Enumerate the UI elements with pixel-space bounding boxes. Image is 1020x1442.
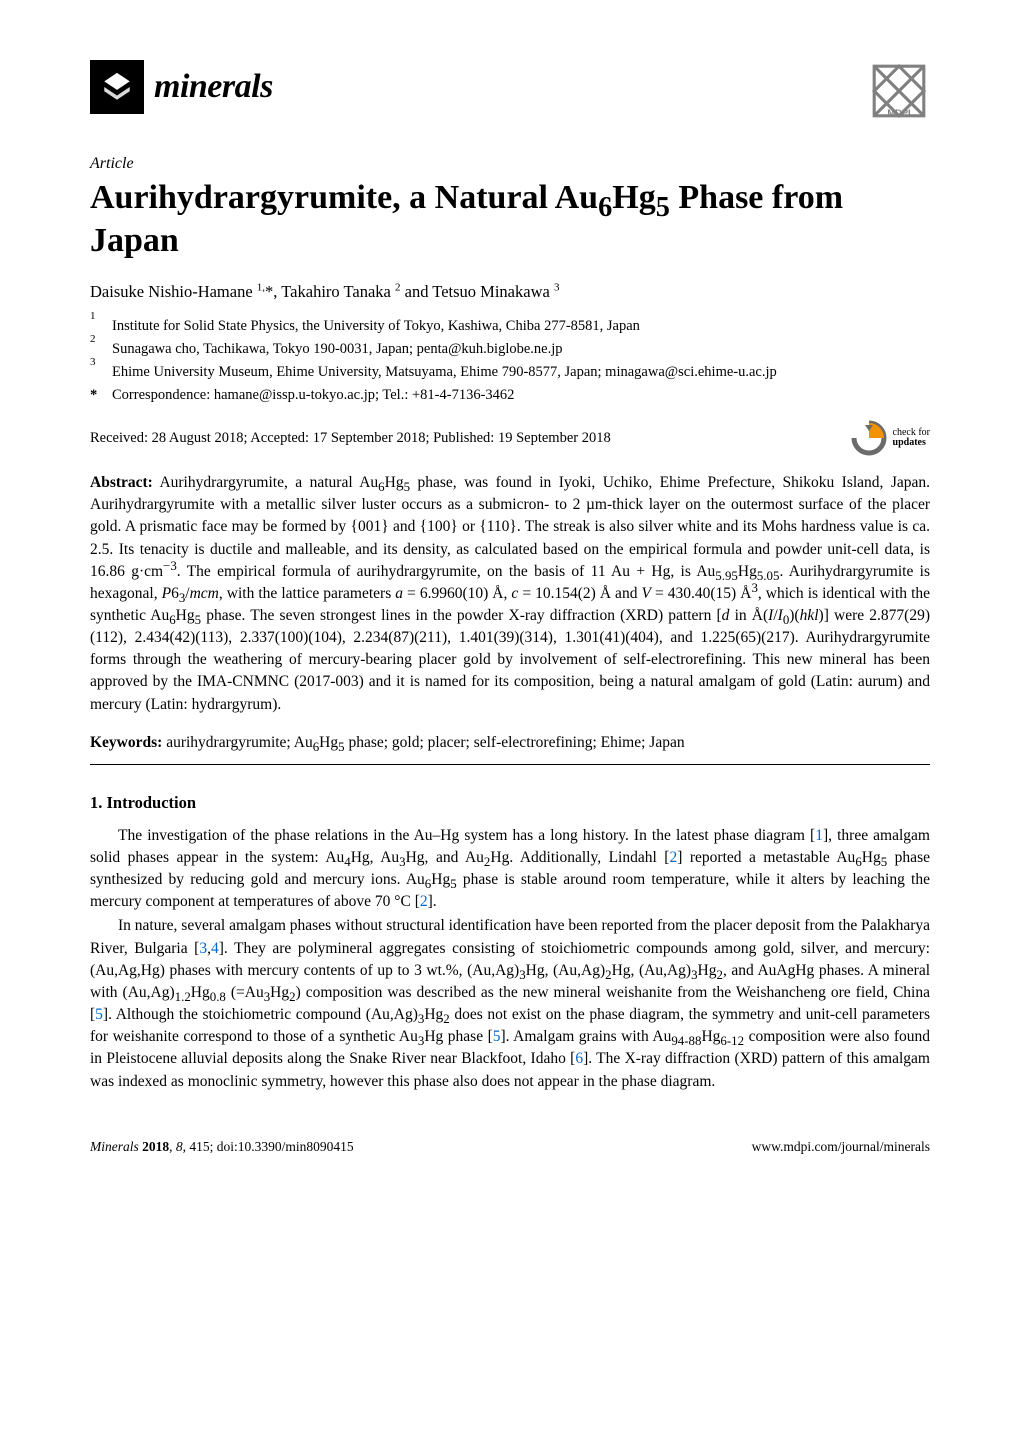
abstract: Abstract: Aurihydrargyrumite, a natural … [90, 472, 930, 716]
page-footer: Minerals 2018, 8, 415; doi:10.3390/min80… [90, 1139, 930, 1155]
footer-left: Minerals 2018, 8, 415; doi:10.3390/min80… [90, 1139, 354, 1155]
keywords-label: Keywords: [90, 734, 162, 751]
keywords: Keywords: aurihydrargyrumite; Au6Hg5 pha… [90, 734, 930, 752]
body-paragraph: In nature, several amalgam phases withou… [90, 915, 930, 1092]
journal-logo-block: minerals [90, 60, 273, 114]
check-for-updates-link[interactable]: check for updates [851, 420, 930, 456]
affiliation-item: 2 Sunagawa cho, Tachikawa, Tokyo 190-003… [112, 339, 930, 360]
affil-text: Sunagawa cho, Tachikawa, Tokyo 190-0031,… [112, 341, 563, 357]
svg-text:MDPI: MDPI [887, 108, 910, 118]
divider [90, 764, 930, 765]
abstract-body: Aurihydrargyrumite, a natural Au6Hg5 pha… [90, 474, 930, 713]
dates-row: Received: 28 August 2018; Accepted: 17 S… [90, 420, 930, 456]
journal-name: minerals [154, 68, 273, 106]
article-type-label: Article [90, 155, 930, 173]
authors-line: Daisuke Nishio-Hamane 1,*, Takahiro Tana… [90, 282, 930, 302]
mdpi-logo-icon: MDPI [868, 60, 930, 127]
dates-text: Received: 28 August 2018; Accepted: 17 S… [90, 430, 611, 447]
corr-marker: * [90, 385, 97, 406]
section-heading: 1. Introduction [90, 793, 930, 813]
affiliation-item: 3 Ehime University Museum, Ehime Univers… [112, 362, 930, 383]
check-updates-icon [851, 420, 887, 456]
affil-text: Ehime University Museum, Ehime Universit… [112, 364, 777, 380]
affiliation-list: 1 Institute for Solid State Physics, the… [90, 316, 930, 406]
keywords-body: aurihydrargyrumite; Au6Hg5 phase; gold; … [166, 734, 684, 751]
body-paragraph: The investigation of the phase relations… [90, 825, 930, 914]
corr-text: Correspondence: hamane@issp.u-tokyo.ac.j… [112, 387, 514, 403]
footer-link[interactable]: www.mdpi.com/journal/minerals [752, 1139, 930, 1155]
affiliation-item: 1 Institute for Solid State Physics, the… [112, 316, 930, 337]
minerals-logo-icon [90, 60, 144, 114]
correspondence-item: * Correspondence: hamane@issp.u-tokyo.ac… [112, 385, 930, 406]
updates-text: check for updates [893, 428, 930, 449]
abstract-label: Abstract: [90, 474, 153, 491]
page-header: minerals MDPI [90, 60, 930, 127]
affil-text: Institute for Solid State Physics, the U… [112, 318, 640, 334]
article-title: Aurihydrargyrumite, a Natural Au6Hg5 Pha… [90, 177, 930, 262]
